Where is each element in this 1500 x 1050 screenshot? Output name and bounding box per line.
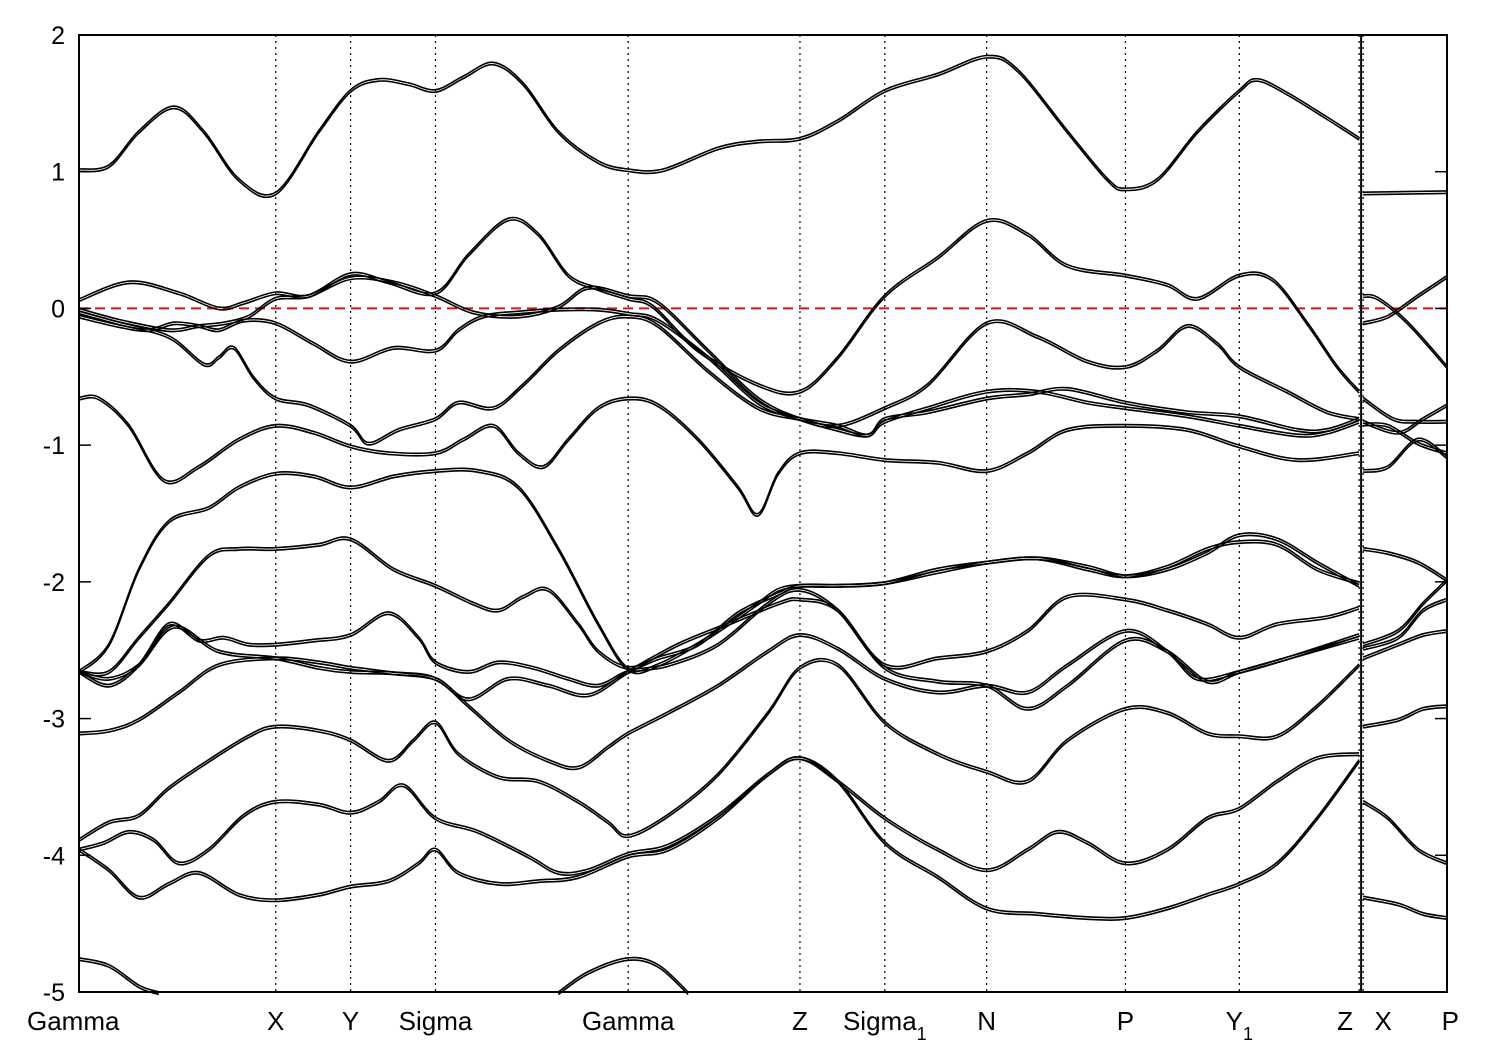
- kpoint-lines: [275, 35, 1364, 992]
- band-line: [78, 275, 1360, 426]
- y-tick-label: 0: [51, 295, 65, 323]
- band-line: [78, 957, 160, 993]
- y-tick-label: -5: [43, 979, 65, 1007]
- band-line-pair: [78, 470, 1360, 675]
- kpoint-label-subscript: 1: [1243, 1024, 1253, 1044]
- band-line: [78, 394, 1360, 515]
- band-line: [1362, 403, 1448, 433]
- band-line: [1362, 895, 1448, 918]
- band-line: [78, 587, 1360, 686]
- kpoint-label: Y: [342, 1006, 359, 1036]
- band-line-pair: [1362, 600, 1448, 651]
- kpoint-label: X: [267, 1006, 284, 1036]
- band-line-pair: [78, 312, 1360, 446]
- band-line-pair: [78, 277, 1360, 429]
- kpoint-label: Y1: [1226, 1006, 1253, 1044]
- kpoint-label-subscript: 1: [917, 1024, 927, 1044]
- band-line-pair: [1362, 581, 1448, 647]
- kpoint-label: Z: [792, 1006, 808, 1036]
- kpoint-label: P: [1117, 1006, 1134, 1036]
- kpoint-label: P: [1442, 1006, 1459, 1036]
- band-line-pair: [1362, 439, 1448, 474]
- band-line-pair: [1362, 898, 1448, 921]
- kpoint-label: Sigma1: [843, 1006, 927, 1044]
- band-line: [1362, 628, 1448, 658]
- kpoint-labels: Gamma X Y Sigma Gamma Z Sigma1 N P Y1 Z X P: [27, 1006, 1459, 1044]
- band-line: [78, 54, 1360, 196]
- band-line-pair: [78, 57, 1360, 199]
- y-tick-label: 1: [51, 159, 65, 187]
- y-ticks: 2 1 0 -1 -2 -3 -4 -5: [43, 22, 1447, 1007]
- kpoint-label: X: [1374, 1006, 1391, 1036]
- band-line: [78, 624, 1360, 768]
- band-line: [78, 310, 1360, 444]
- band-line: [1362, 437, 1448, 471]
- band-line: [1362, 396, 1448, 422]
- band-line-pair: [78, 590, 1360, 688]
- band-line-pair: [1362, 296, 1448, 369]
- band-line-pair: [78, 627, 1360, 771]
- band-line-pair: [1363, 424, 1448, 456]
- plot-frame-group: [78, 34, 1448, 993]
- band-line-pair: [1362, 277, 1448, 326]
- band-line: [78, 752, 1360, 874]
- band-line-pair: [78, 758, 1360, 921]
- band-line-pair: [1363, 192, 1448, 196]
- y-tick-label: -3: [43, 706, 65, 734]
- band-line: [78, 532, 1360, 675]
- kpoint-label: Sigma: [399, 1006, 473, 1036]
- plot-frame: [78, 34, 1448, 993]
- band-line-pair: [78, 660, 1360, 843]
- y-tick-label: -1: [43, 432, 65, 460]
- band-line: [1362, 704, 1448, 727]
- band-line: [557, 956, 689, 993]
- band-line-pair: [78, 534, 1360, 677]
- band-line: [1362, 293, 1448, 367]
- band-line-pair: [78, 309, 1360, 438]
- band-line-pair: [1362, 802, 1448, 866]
- band-line-pair: [78, 754, 1360, 876]
- band-line-pair: [557, 959, 689, 996]
- band-line-pair: [78, 599, 1360, 736]
- band-line-pair: [1362, 706, 1448, 729]
- kpoint-label: Z: [1337, 1006, 1353, 1036]
- band-line: [78, 597, 1360, 733]
- band-line: [78, 467, 1360, 672]
- band-line-pair: [78, 396, 1360, 517]
- band-line-pair: [1362, 631, 1448, 661]
- y-tick-label: -4: [43, 842, 65, 870]
- y-tick-label: -2: [43, 569, 65, 597]
- kpoint-label: Gamma: [582, 1006, 675, 1036]
- bands: [78, 54, 1448, 996]
- band-line: [1362, 578, 1448, 645]
- band-line: [1362, 274, 1448, 323]
- kpoint-label: N: [977, 1006, 996, 1036]
- kpoint-label: Gamma: [27, 1006, 120, 1036]
- band-line: [78, 307, 1360, 436]
- band-line: [78, 756, 1360, 919]
- band-line-pair: [1362, 399, 1448, 425]
- band-line: [1362, 546, 1448, 580]
- band-line: [1362, 597, 1448, 649]
- band-line: [78, 657, 1360, 840]
- band-line-pair: [1362, 549, 1448, 583]
- band-line-pair: [1362, 405, 1448, 435]
- band-line: [1362, 799, 1448, 863]
- y-tick-label: 2: [51, 22, 65, 50]
- band-line: [1363, 190, 1448, 193]
